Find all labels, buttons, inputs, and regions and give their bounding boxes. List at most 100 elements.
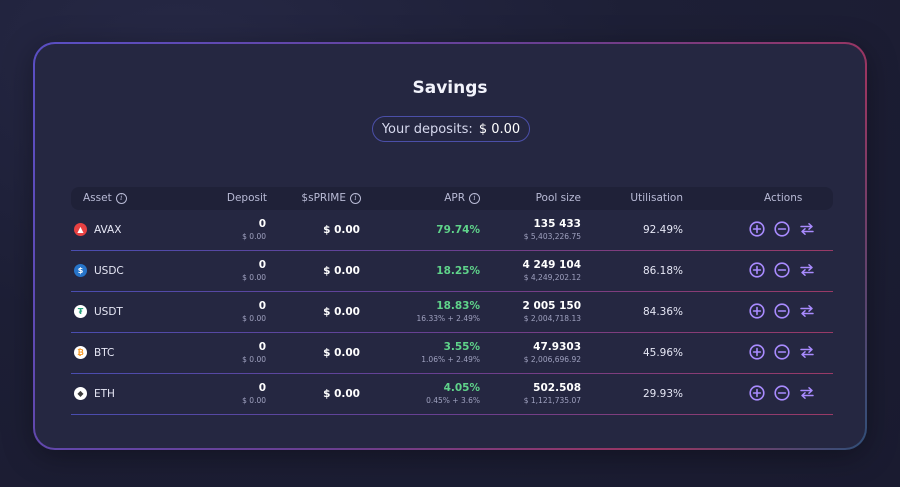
pool-size-cell: 135 433 $ 5,403,226.75 <box>524 210 581 241</box>
asset-cell: ₿ BTC <box>74 346 114 359</box>
swap-arrows-icon[interactable] <box>799 344 815 360</box>
deposit-cell: 0 $ 0.00 <box>242 374 266 405</box>
apr-breakdown: 16.33% + 2.49% <box>416 314 480 323</box>
apr-value: 18.83% <box>436 300 480 312</box>
info-icon[interactable]: i <box>469 192 480 204</box>
usdt-icon: ₮ <box>74 305 87 318</box>
deposit-amount: 0 <box>258 382 266 394</box>
apr-value: 3.55% <box>443 341 480 353</box>
sprime-value: $ 0.00 <box>323 347 360 359</box>
header-actions: Actions <box>764 192 802 204</box>
pool-size-amount: 502.508 <box>533 382 581 394</box>
sprime-value: $ 0.00 <box>323 265 360 277</box>
pool-size-amount: 4 249 104 <box>522 259 581 271</box>
utilisation-value: 29.93% <box>642 388 683 400</box>
sprime-value: $ 0.00 <box>323 224 360 236</box>
deposit-plus-icon[interactable] <box>749 221 765 237</box>
pool-size-amount: 135 433 <box>533 218 582 230</box>
pool-size-usd: $ 5,403,226.75 <box>523 232 581 241</box>
deposit-usd: $ 0.00 <box>242 355 266 364</box>
withdraw-minus-icon[interactable] <box>774 344 790 360</box>
header-asset-label: Asset <box>83 192 112 204</box>
asset-cell: ₮ USDT <box>74 305 123 318</box>
swap-arrows-icon[interactable] <box>799 303 815 319</box>
withdraw-minus-icon[interactable] <box>774 303 790 319</box>
savings-table: Asset i Deposit $sPRIME i APR i Pool siz… <box>71 187 833 415</box>
table-row-usdt: ₮ USDT 0 $ 0.00 $ 0.00 18.83% 16.33% + 2… <box>71 292 833 333</box>
withdraw-minus-icon[interactable] <box>774 262 790 278</box>
avax-icon: ▲ <box>74 223 87 236</box>
header-deposit-label: Deposit <box>226 192 267 204</box>
asset-name: AVAX <box>94 223 122 236</box>
header-apr: APR i <box>444 192 480 204</box>
deposit-plus-icon[interactable] <box>749 385 765 401</box>
usdc-icon: $ <box>74 264 87 277</box>
header-asset: Asset i <box>83 192 127 204</box>
pool-size-usd: $ 4,249,202.12 <box>523 273 581 282</box>
your-deposits-badge: Your deposits: $ 0.00 <box>372 116 530 142</box>
table-row-usdc: $ USDC 0 $ 0.00 $ 0.00 18.25% 4 249 104 … <box>71 251 833 292</box>
asset-name: USDC <box>94 264 124 277</box>
header-utilisation: Utilisation <box>630 192 683 204</box>
apr-cell: 3.55% 1.06% + 2.49% <box>421 341 480 364</box>
swap-arrows-icon[interactable] <box>799 385 815 401</box>
withdraw-minus-icon[interactable] <box>774 221 790 237</box>
table-row-btc: ₿ BTC 0 $ 0.00 $ 0.00 3.55% 1.06% + 2.49… <box>71 333 833 374</box>
header-pool-size: Pool size <box>536 192 581 204</box>
row-actions <box>749 303 815 319</box>
apr-cell: 79.74% <box>436 224 480 238</box>
your-deposits-label: Your deposits: <box>381 121 473 137</box>
sprime-value: $ 0.00 <box>323 388 360 400</box>
deposit-plus-icon[interactable] <box>749 262 765 278</box>
deposit-cell: 0 $ 0.00 <box>242 292 266 323</box>
table-row-avax: ▲ AVAX 0 $ 0.00 $ 0.00 79.74% 135 433 $ … <box>71 210 833 251</box>
deposit-amount: 0 <box>258 300 266 312</box>
apr-breakdown: 0.45% + 3.6% <box>426 396 480 405</box>
apr-value: 18.25% <box>436 265 480 277</box>
deposit-cell: 0 $ 0.00 <box>242 210 266 241</box>
asset-name: USDT <box>94 305 123 318</box>
table-row-eth: ◆ ETH 0 $ 0.00 $ 0.00 4.05% 0.45% + 3.6%… <box>71 374 833 415</box>
utilisation-value: 84.36% <box>642 306 683 318</box>
row-actions <box>749 262 815 278</box>
deposit-amount: 0 <box>258 341 266 353</box>
asset-cell: $ USDC <box>74 264 124 277</box>
row-actions <box>749 344 815 360</box>
deposit-plus-icon[interactable] <box>749 303 765 319</box>
deposit-usd: $ 0.00 <box>242 314 266 323</box>
pool-size-usd: $ 1,121,735.07 <box>523 396 581 405</box>
header-deposit: Deposit <box>227 192 267 204</box>
withdraw-minus-icon[interactable] <box>774 385 790 401</box>
apr-value: 79.74% <box>436 224 480 236</box>
apr-cell: 18.83% 16.33% + 2.49% <box>417 300 480 323</box>
deposit-amount: 0 <box>258 259 266 271</box>
deposit-cell: 0 $ 0.00 <box>242 251 266 282</box>
pool-size-cell: 2 005 150 $ 2,004,718.13 <box>523 292 581 323</box>
header-actions-label: Actions <box>764 192 803 204</box>
swap-arrows-icon[interactable] <box>799 221 815 237</box>
deposit-usd: $ 0.00 <box>242 232 266 241</box>
apr-breakdown: 1.06% + 2.49% <box>421 355 480 364</box>
eth-icon: ◆ <box>74 387 87 400</box>
swap-arrows-icon[interactable] <box>799 262 815 278</box>
sprime-value: $ 0.00 <box>323 306 360 318</box>
deposit-cell: 0 $ 0.00 <box>242 333 266 364</box>
row-actions <box>749 385 815 401</box>
asset-name: ETH <box>94 387 115 400</box>
deposit-usd: $ 0.00 <box>242 396 266 405</box>
table-header: Asset i Deposit $sPRIME i APR i Pool siz… <box>71 187 833 210</box>
header-pool-size-label: Pool size <box>535 192 581 204</box>
your-deposits-amount: $ 0.00 <box>478 121 521 137</box>
utilisation-value: 86.18% <box>642 265 683 277</box>
pool-size-amount: 47.9303 <box>533 341 581 353</box>
pool-size-usd: $ 2,006,696.92 <box>523 355 581 364</box>
deposit-plus-icon[interactable] <box>749 344 765 360</box>
asset-name: BTC <box>94 346 115 359</box>
info-icon[interactable]: i <box>115 192 127 204</box>
pool-size-cell: 47.9303 $ 2,006,696.92 <box>524 333 581 364</box>
info-icon[interactable]: i <box>350 192 361 204</box>
savings-card: Savings Your deposits: $ 0.00 Asset i De… <box>33 42 867 450</box>
btc-icon: ₿ <box>74 346 87 359</box>
asset-cell: ◆ ETH <box>74 387 115 400</box>
apr-cell: 4.05% 0.45% + 3.6% <box>426 382 480 405</box>
